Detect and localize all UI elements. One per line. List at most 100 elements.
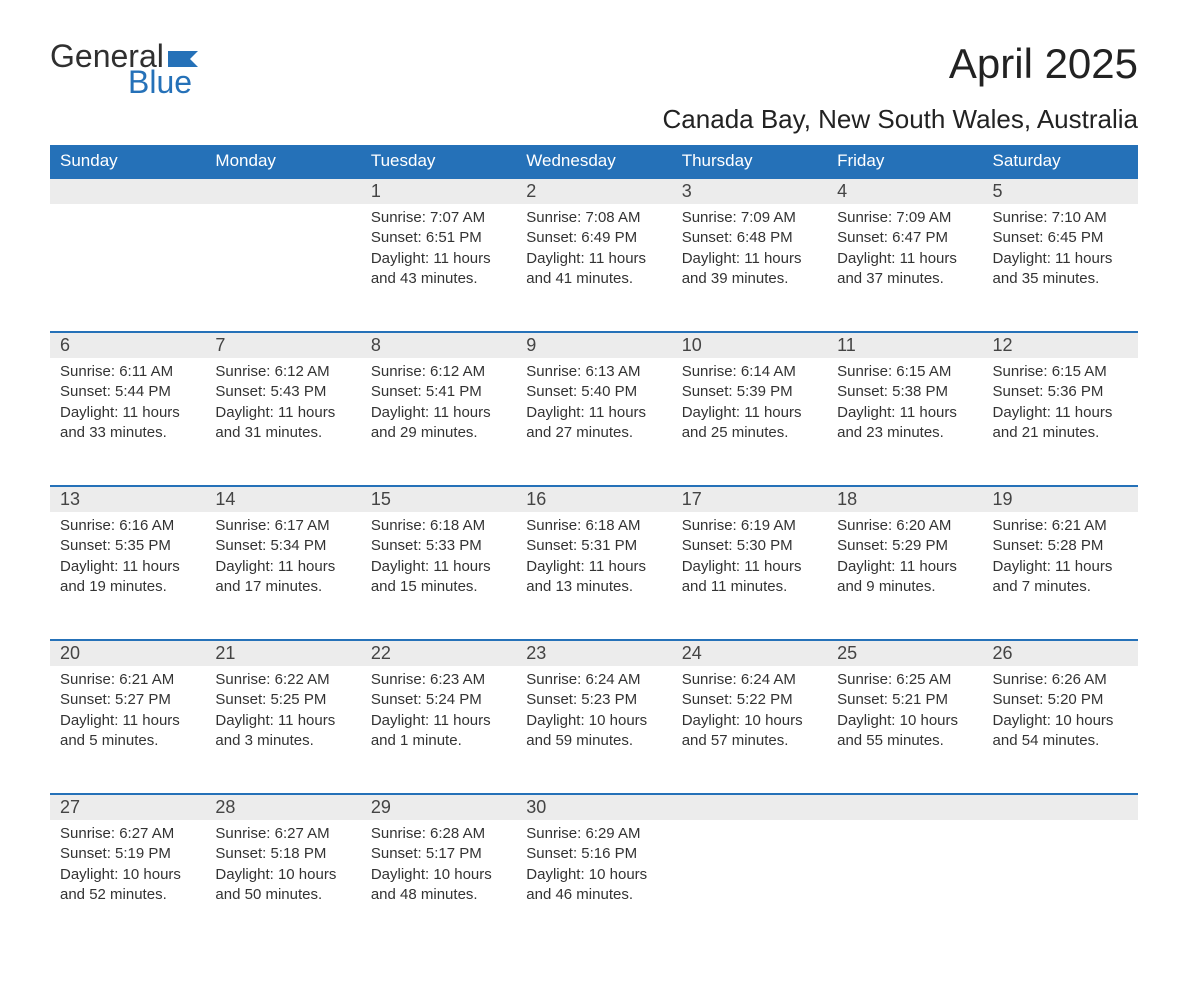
day-detail-line: Sunrise: 7:09 AM [837, 208, 972, 228]
day-detail-line: Sunrise: 7:10 AM [993, 208, 1128, 228]
week-daynum-row: 27282930 [50, 794, 1138, 820]
day-detail-line: Daylight: 11 hours and 27 minutes. [526, 403, 661, 444]
day-number: 5 [983, 179, 1138, 204]
day-detail-line: Sunrise: 6:21 AM [993, 516, 1128, 536]
day-detail-line: Daylight: 11 hours and 1 minute. [371, 711, 506, 752]
weekday-header: Sunday [50, 145, 205, 178]
day-detail-line: Sunrise: 6:19 AM [682, 516, 817, 536]
weekday-header-row: SundayMondayTuesdayWednesdayThursdayFrid… [50, 145, 1138, 178]
day-details: Sunrise: 6:12 AMSunset: 5:41 PMDaylight:… [361, 358, 516, 457]
day-details: Sunrise: 6:18 AMSunset: 5:33 PMDaylight:… [361, 512, 516, 611]
day-number: 11 [827, 333, 982, 358]
week-daynum-row: 20212223242526 [50, 640, 1138, 666]
week-details-row: Sunrise: 7:07 AMSunset: 6:51 PMDaylight:… [50, 204, 1138, 332]
logo-text-blue: Blue [128, 66, 198, 98]
day-detail-line: Sunrise: 6:28 AM [371, 824, 506, 844]
day-details: Sunrise: 6:17 AMSunset: 5:34 PMDaylight:… [205, 512, 360, 611]
day-details: Sunrise: 7:10 AMSunset: 6:45 PMDaylight:… [983, 204, 1138, 303]
generalblue-logo: General Blue [50, 40, 198, 98]
day-number: 30 [516, 795, 671, 820]
weekday-header: Monday [205, 145, 360, 178]
day-details: Sunrise: 6:24 AMSunset: 5:23 PMDaylight:… [516, 666, 671, 765]
day-number: 7 [205, 333, 360, 358]
day-detail-line: Sunrise: 6:12 AM [371, 362, 506, 382]
day-details: Sunrise: 6:12 AMSunset: 5:43 PMDaylight:… [205, 358, 360, 457]
day-number: 20 [50, 641, 205, 666]
day-detail-line: Daylight: 11 hours and 3 minutes. [215, 711, 350, 752]
day-detail-line: Sunrise: 6:12 AM [215, 362, 350, 382]
day-number: 4 [827, 179, 982, 204]
day-detail-line: Sunset: 5:25 PM [215, 690, 350, 710]
day-detail-line: Sunset: 5:41 PM [371, 382, 506, 402]
day-number: 28 [205, 795, 360, 820]
day-detail-line: Sunset: 5:34 PM [215, 536, 350, 556]
day-detail-line: Daylight: 10 hours and 59 minutes. [526, 711, 661, 752]
day-detail-line: Sunrise: 6:22 AM [215, 670, 350, 690]
day-detail-line: Sunset: 6:45 PM [993, 228, 1128, 248]
day-detail-line: Sunrise: 6:15 AM [837, 362, 972, 382]
day-detail-line: Daylight: 11 hours and 15 minutes. [371, 557, 506, 598]
week-details-row: Sunrise: 6:27 AMSunset: 5:19 PMDaylight:… [50, 820, 1138, 948]
weekday-header: Thursday [672, 145, 827, 178]
day-detail-line: Sunset: 5:38 PM [837, 382, 972, 402]
day-detail-line: Sunrise: 6:17 AM [215, 516, 350, 536]
weekday-header: Saturday [983, 145, 1138, 178]
day-detail-line: Daylight: 11 hours and 41 minutes. [526, 249, 661, 290]
day-detail-line: Sunset: 5:17 PM [371, 844, 506, 864]
day-number: 2 [516, 179, 671, 204]
day-number: 1 [361, 179, 516, 204]
day-number: 10 [672, 333, 827, 358]
day-number: 18 [827, 487, 982, 512]
day-detail-line: Sunset: 5:19 PM [60, 844, 195, 864]
week-details-row: Sunrise: 6:21 AMSunset: 5:27 PMDaylight:… [50, 666, 1138, 794]
day-number: 19 [983, 487, 1138, 512]
day-detail-line: Sunrise: 7:08 AM [526, 208, 661, 228]
week-daynum-row: 6789101112 [50, 332, 1138, 358]
day-number: 27 [50, 795, 205, 820]
day-detail-line: Sunrise: 6:27 AM [60, 824, 195, 844]
day-details: Sunrise: 6:29 AMSunset: 5:16 PMDaylight:… [516, 820, 671, 919]
day-detail-line: Sunrise: 6:15 AM [993, 362, 1128, 382]
day-number: 23 [516, 641, 671, 666]
day-detail-line: Sunrise: 6:23 AM [371, 670, 506, 690]
day-detail-line: Sunrise: 6:18 AM [526, 516, 661, 536]
day-number: 8 [361, 333, 516, 358]
week-details-row: Sunrise: 6:11 AMSunset: 5:44 PMDaylight:… [50, 358, 1138, 486]
day-detail-line: Sunrise: 6:27 AM [215, 824, 350, 844]
day-details: Sunrise: 6:27 AMSunset: 5:19 PMDaylight:… [50, 820, 205, 919]
day-detail-line: Sunrise: 6:24 AM [682, 670, 817, 690]
day-details: Sunrise: 6:21 AMSunset: 5:28 PMDaylight:… [983, 512, 1138, 611]
day-details: Sunrise: 6:24 AMSunset: 5:22 PMDaylight:… [672, 666, 827, 765]
week-daynum-row: 12345 [50, 178, 1138, 204]
day-detail-line: Sunset: 6:51 PM [371, 228, 506, 248]
day-number: 9 [516, 333, 671, 358]
day-detail-line: Sunset: 5:28 PM [993, 536, 1128, 556]
day-detail-line: Daylight: 11 hours and 23 minutes. [837, 403, 972, 444]
day-detail-line: Sunset: 5:21 PM [837, 690, 972, 710]
day-detail-line: Daylight: 11 hours and 31 minutes. [215, 403, 350, 444]
day-detail-line: Sunset: 5:36 PM [993, 382, 1128, 402]
page-subtitle: Canada Bay, New South Wales, Australia [50, 104, 1138, 135]
day-number: 29 [361, 795, 516, 820]
day-detail-line: Sunset: 5:43 PM [215, 382, 350, 402]
day-number: 25 [827, 641, 982, 666]
day-detail-line: Sunset: 5:33 PM [371, 536, 506, 556]
day-detail-line: Daylight: 11 hours and 5 minutes. [60, 711, 195, 752]
day-details: Sunrise: 7:09 AMSunset: 6:47 PMDaylight:… [827, 204, 982, 303]
day-detail-line: Daylight: 10 hours and 55 minutes. [837, 711, 972, 752]
day-details: Sunrise: 6:28 AMSunset: 5:17 PMDaylight:… [361, 820, 516, 919]
day-detail-line: Daylight: 11 hours and 29 minutes. [371, 403, 506, 444]
day-detail-line: Sunrise: 6:26 AM [993, 670, 1128, 690]
day-detail-line: Daylight: 11 hours and 37 minutes. [837, 249, 972, 290]
day-details: Sunrise: 6:15 AMSunset: 5:36 PMDaylight:… [983, 358, 1138, 457]
day-number: 17 [672, 487, 827, 512]
day-detail-line: Sunset: 5:23 PM [526, 690, 661, 710]
day-detail-line: Sunset: 6:48 PM [682, 228, 817, 248]
weekday-header: Friday [827, 145, 982, 178]
day-number: 24 [672, 641, 827, 666]
day-detail-line: Sunset: 5:40 PM [526, 382, 661, 402]
day-detail-line: Daylight: 10 hours and 57 minutes. [682, 711, 817, 752]
day-detail-line: Sunset: 5:39 PM [682, 382, 817, 402]
day-detail-line: Sunset: 5:30 PM [682, 536, 817, 556]
week-daynum-row: 13141516171819 [50, 486, 1138, 512]
